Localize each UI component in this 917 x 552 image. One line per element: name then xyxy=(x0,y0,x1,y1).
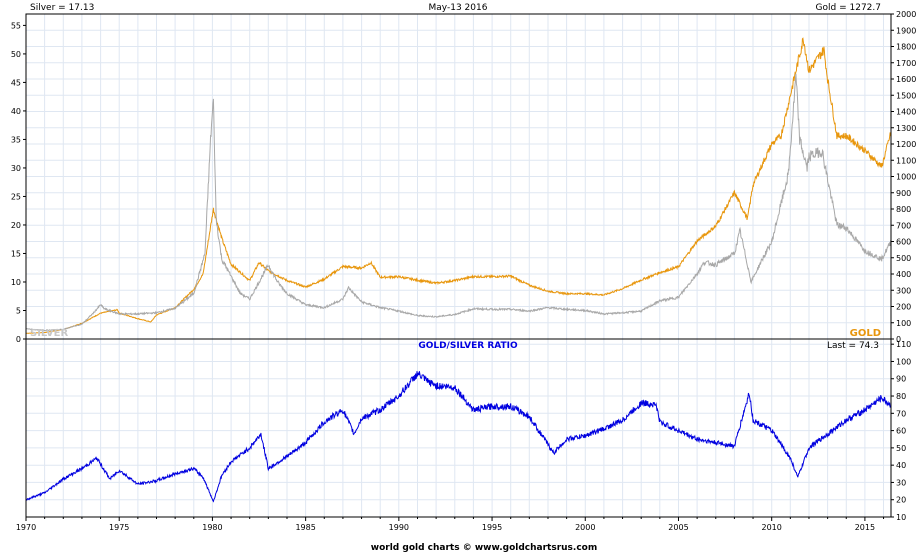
gold-tick-label: 1300 xyxy=(896,124,916,133)
ratio-panel-frame xyxy=(25,338,892,518)
gold-tick-label: 1400 xyxy=(896,108,916,117)
year-tick-label: 1975 xyxy=(109,523,129,532)
silver-last-value: Silver = 17.13 xyxy=(30,3,94,13)
gold-legend-label: GOLD xyxy=(850,328,881,339)
silver-axis-ticks: 0 5 10 15 20 25 30 35 40 45 50 55 xyxy=(11,21,26,344)
gold-tick-label: 100 xyxy=(896,319,911,328)
ratio-axis-ticks: 10 20 30 40 50 60 70 80 90 100 110 xyxy=(891,340,911,522)
silver-tick-label: 45 xyxy=(11,78,21,87)
gold-tick-label: 2000 xyxy=(896,10,916,19)
gold-tick-label: 1000 xyxy=(896,173,916,182)
gold-tick-label: 900 xyxy=(896,189,911,198)
gold-tick-label: 1500 xyxy=(896,91,916,100)
silver-tick-label: 5 xyxy=(16,306,21,315)
silver-tick-label: 40 xyxy=(11,107,21,116)
gold-tick-label: 1100 xyxy=(896,156,916,165)
silver-tick-label: 55 xyxy=(11,21,21,30)
ratio-tick-label: 50 xyxy=(896,444,906,453)
ratio-grid xyxy=(25,339,891,518)
year-tick-label: 1985 xyxy=(295,523,315,532)
ratio-tick-label: 30 xyxy=(896,478,906,487)
gold-tick-label: 800 xyxy=(896,205,911,214)
panel-frames xyxy=(25,13,892,518)
year-tick-label: 2000 xyxy=(575,523,595,532)
year-tick-label: 2015 xyxy=(855,523,875,532)
ratio-tick-label: 110 xyxy=(896,340,911,349)
ratio-tick-label: 90 xyxy=(896,375,906,384)
price-panel: 0 5 10 15 20 25 30 35 40 45 50 55 0 100 200 300 400 500 6… xyxy=(11,3,917,344)
silver-tick-label: 30 xyxy=(11,164,21,173)
silver-legend-label: SILVER xyxy=(30,328,68,339)
ratio-line xyxy=(25,371,892,503)
ratio-tick-label: 20 xyxy=(896,496,906,505)
year-tick-label: 1995 xyxy=(482,523,502,532)
ratio-title: GOLD/SILVER RATIO xyxy=(418,341,518,351)
gold-last-value: Gold = 1272.7 xyxy=(816,3,881,13)
gold-tick-label: 0 xyxy=(896,335,901,344)
gold-tick-label: 600 xyxy=(896,238,911,247)
year-tick-label: 1980 xyxy=(202,523,222,532)
gold-tick-label: 300 xyxy=(896,286,911,295)
gold-tick-label: 400 xyxy=(896,270,911,279)
footer-credit: world gold charts © www.goldchartsrus.co… xyxy=(371,543,597,552)
silver-tick-label: 0 xyxy=(16,335,21,344)
ratio-tick-label: 70 xyxy=(896,409,906,418)
gold-tick-label: 1600 xyxy=(896,75,916,84)
gold-tick-label: 1800 xyxy=(896,43,916,52)
ratio-last-value: Last = 74.3 xyxy=(827,341,879,351)
gold-axis-ticks: 0 100 200 300 400 500 600 700 800 900 1000 1100 1200… xyxy=(891,10,916,344)
gold-tick-label: 200 xyxy=(896,303,911,312)
year-tick-label: 1970 xyxy=(16,523,36,532)
silver-tick-label: 25 xyxy=(11,192,21,201)
silver-tick-label: 50 xyxy=(11,50,21,59)
silver-price-line xyxy=(25,73,892,332)
gold-tick-label: 700 xyxy=(896,221,911,230)
year-tick-label: 1990 xyxy=(389,523,409,532)
gold-tick-label: 1700 xyxy=(896,59,916,68)
ratio-panel: 10 20 30 40 50 60 70 80 90 100 110 GOLD/SILVER RAT… xyxy=(25,339,911,522)
ratio-tick-label: 40 xyxy=(896,461,906,470)
gold-tick-label: 1900 xyxy=(896,26,916,35)
gold-tick-label: 1200 xyxy=(896,140,916,149)
silver-tick-label: 20 xyxy=(11,221,21,230)
ratio-tick-label: 60 xyxy=(896,427,906,436)
silver-tick-label: 15 xyxy=(11,249,21,258)
price-grid xyxy=(25,13,891,340)
price-series xyxy=(25,37,892,334)
ratio-tick-label: 80 xyxy=(896,392,906,401)
gold-tick-label: 500 xyxy=(896,254,911,263)
chart-date: May-13 2016 xyxy=(429,3,488,13)
ratio-tick-label: 100 xyxy=(896,357,911,366)
ratio-tick-label: 10 xyxy=(896,513,906,522)
silver-tick-label: 10 xyxy=(11,278,21,287)
year-tick-label: 2005 xyxy=(668,523,688,532)
silver-tick-label: 35 xyxy=(11,135,21,144)
year-tick-label: 2010 xyxy=(762,523,782,532)
year-axis-ticks: 1970 1975 1980 1985 1990 1995 2000 2005 2010 2015 xyxy=(16,517,885,532)
ratio-series xyxy=(25,371,892,503)
